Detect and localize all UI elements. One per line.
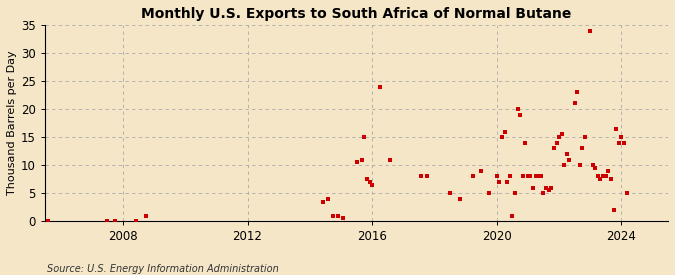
Point bbox=[605, 177, 616, 182]
Point bbox=[483, 191, 494, 196]
Text: Source: U.S. Energy Information Administration: Source: U.S. Energy Information Administ… bbox=[47, 264, 279, 274]
Point bbox=[359, 135, 370, 139]
Point bbox=[531, 174, 541, 178]
Point bbox=[574, 163, 585, 167]
Point bbox=[562, 152, 572, 156]
Point bbox=[517, 174, 528, 178]
Point bbox=[110, 219, 121, 223]
Point bbox=[520, 141, 531, 145]
Point bbox=[572, 90, 583, 94]
Point bbox=[590, 166, 601, 170]
Point bbox=[356, 157, 367, 162]
Point bbox=[510, 191, 520, 196]
Point bbox=[502, 180, 512, 184]
Point bbox=[611, 126, 622, 131]
Point bbox=[616, 135, 626, 139]
Point bbox=[141, 213, 152, 218]
Point bbox=[491, 174, 502, 178]
Y-axis label: Thousand Barrels per Day: Thousand Barrels per Day bbox=[7, 51, 17, 196]
Point bbox=[598, 174, 609, 178]
Point bbox=[338, 216, 349, 221]
Point bbox=[499, 129, 510, 134]
Point bbox=[587, 163, 598, 167]
Point bbox=[579, 135, 590, 139]
Point bbox=[34, 219, 45, 223]
Point bbox=[551, 141, 562, 145]
Point bbox=[569, 101, 580, 106]
Point bbox=[564, 157, 574, 162]
Point bbox=[364, 180, 375, 184]
Point bbox=[385, 157, 396, 162]
Point bbox=[504, 174, 515, 178]
Point bbox=[367, 183, 377, 187]
Point bbox=[494, 180, 505, 184]
Point bbox=[317, 199, 328, 204]
Point bbox=[603, 169, 614, 173]
Point bbox=[102, 219, 113, 223]
Point bbox=[130, 219, 141, 223]
Point bbox=[445, 191, 456, 196]
Point bbox=[621, 191, 632, 196]
Title: Monthly U.S. Exports to South Africa of Normal Butane: Monthly U.S. Exports to South Africa of … bbox=[141, 7, 572, 21]
Point bbox=[333, 213, 344, 218]
Point bbox=[514, 112, 525, 117]
Point bbox=[595, 177, 606, 182]
Point bbox=[548, 146, 559, 150]
Point bbox=[522, 174, 533, 178]
Point bbox=[497, 135, 508, 139]
Point bbox=[614, 141, 624, 145]
Point bbox=[328, 213, 339, 218]
Point bbox=[543, 188, 554, 192]
Point bbox=[535, 174, 546, 178]
Point bbox=[525, 174, 536, 178]
Point bbox=[375, 84, 385, 89]
Point bbox=[476, 169, 487, 173]
Point bbox=[26, 219, 37, 223]
Point bbox=[546, 185, 557, 190]
Point bbox=[600, 174, 611, 178]
Point bbox=[421, 174, 432, 178]
Point bbox=[593, 174, 603, 178]
Point bbox=[416, 174, 427, 178]
Point bbox=[42, 219, 53, 223]
Point bbox=[455, 197, 466, 201]
Point bbox=[533, 174, 543, 178]
Point bbox=[468, 174, 479, 178]
Point bbox=[512, 107, 523, 111]
Point bbox=[361, 177, 372, 182]
Point bbox=[323, 197, 333, 201]
Point bbox=[351, 160, 362, 164]
Point bbox=[585, 28, 595, 33]
Point bbox=[541, 185, 551, 190]
Point bbox=[618, 141, 629, 145]
Point bbox=[538, 191, 549, 196]
Point bbox=[528, 185, 539, 190]
Point bbox=[556, 132, 567, 136]
Point bbox=[554, 135, 564, 139]
Point bbox=[507, 213, 518, 218]
Point bbox=[559, 163, 570, 167]
Point bbox=[577, 146, 588, 150]
Point bbox=[608, 208, 619, 212]
